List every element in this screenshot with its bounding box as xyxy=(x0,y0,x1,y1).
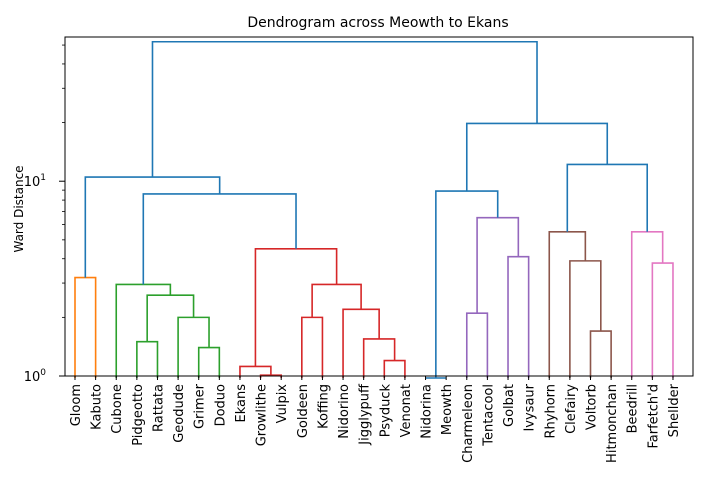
dendrogram-link-1 xyxy=(136,340,159,378)
dendrogram-link-7 xyxy=(239,365,272,378)
leaf-label-7: Doduo xyxy=(213,384,228,426)
leaf-label-18: Meowth xyxy=(440,384,455,435)
dendrogram-link-5 xyxy=(115,283,172,378)
dendrogram-link-28 xyxy=(151,40,538,178)
leaf-label-5: Geodude xyxy=(172,384,187,443)
dendrogram-link-24 xyxy=(651,262,674,378)
leaf-label-10: Vulpix xyxy=(275,384,290,424)
leaf-label-14: Jigglypuff xyxy=(358,383,373,446)
leaf-label-20: Tentacool xyxy=(481,384,496,447)
dendrogram-link-10 xyxy=(342,308,380,378)
dendrogram-link-21 xyxy=(589,330,612,378)
leaf-label-28: Farfetch'd xyxy=(646,384,661,448)
leaf-label-16: Venonat xyxy=(399,384,414,437)
dendrogram-link-9 xyxy=(362,338,396,378)
leaf-label-8: Ekans xyxy=(234,384,249,423)
leaf-label-11: Goldeen xyxy=(296,384,311,438)
dendrogram-link-16 xyxy=(465,312,489,378)
leaf-label-12: Koffing xyxy=(316,384,331,429)
leaf-label-13: Nidorino xyxy=(337,384,352,439)
leaf-label-23: Rhyhorn xyxy=(543,384,558,439)
dendrogram-link-8 xyxy=(383,359,406,378)
leaf-label-3: Pidgeotto xyxy=(131,384,146,446)
y-axis-label: Ward Distance xyxy=(12,165,26,252)
leaf-label-26: Hitmonchan xyxy=(605,384,620,463)
leaf-label-15: Psyduck xyxy=(378,384,393,438)
dendrogram-link-4 xyxy=(146,294,195,342)
chart-title: Dendrogram across Meowth to Ekans xyxy=(247,15,508,31)
leaf-label-0: Gloom xyxy=(69,384,84,426)
x-axis-leaf-labels: Gloom Kabuto Cubone Pidgeotto Rattata Geodude… xyxy=(69,376,682,463)
leaf-label-6: Grimer xyxy=(193,383,208,429)
leaf-label-1: Kabuto xyxy=(90,384,105,430)
dendrogram-link-14 xyxy=(142,193,297,285)
leaf-label-21: Golbat xyxy=(502,384,517,427)
leaf-label-25: Voltorb xyxy=(585,384,600,430)
leaf-label-24: Clefairy xyxy=(564,384,579,434)
dendrogram-link-13 xyxy=(254,247,338,367)
leaf-label-19: Charmeleon xyxy=(461,384,476,463)
dendrogram-links xyxy=(74,40,674,379)
leaf-label-17: Nidorina xyxy=(420,384,435,439)
dendrogram-link-17 xyxy=(507,255,530,378)
leaf-label-2: Cubone xyxy=(110,384,125,434)
leaf-label-29: Shellder xyxy=(667,383,682,437)
leaf-label-9: Growlithe xyxy=(255,384,270,446)
dendrogram-link-23 xyxy=(548,230,587,378)
dendrogram-link-25 xyxy=(630,230,664,378)
plot-frame xyxy=(64,36,694,377)
leaf-label-4: Rattata xyxy=(151,384,166,432)
dendrogram-link-15 xyxy=(84,176,221,278)
leaf-label-27: Beedrill xyxy=(626,384,641,433)
dendrogram-link-12 xyxy=(311,283,362,318)
leaf-label-22: Ivysaur xyxy=(523,383,538,431)
